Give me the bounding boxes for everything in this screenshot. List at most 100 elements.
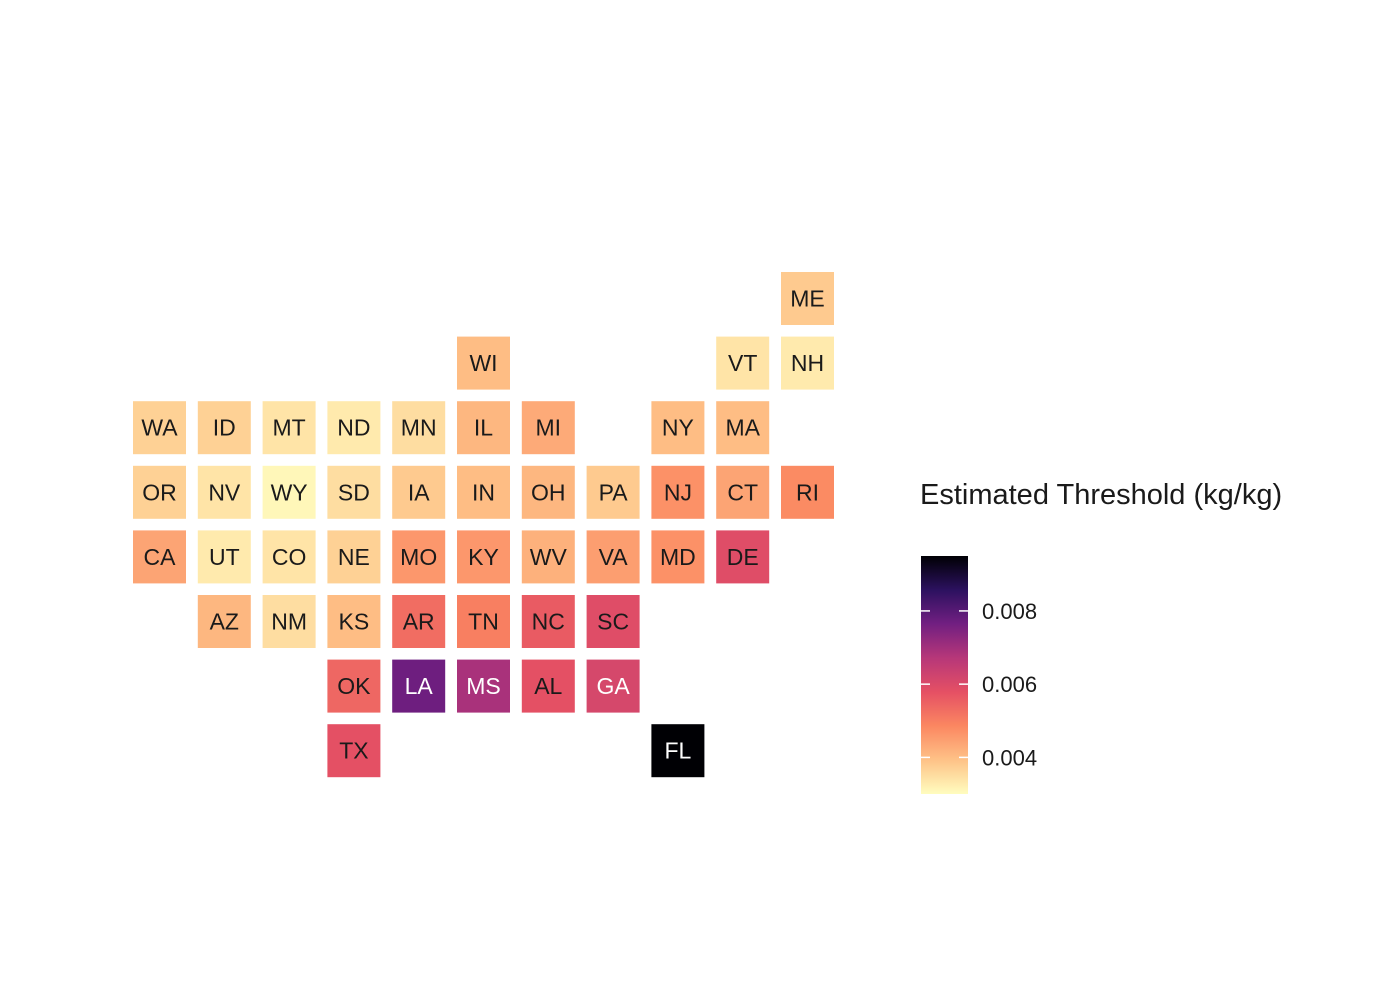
state-tile-fill <box>586 659 640 713</box>
state-tile-fill <box>716 530 770 584</box>
state-tile-ks: KS <box>327 595 381 648</box>
state-tile-fill <box>327 595 381 648</box>
state-tile-label: ID <box>213 415 236 441</box>
state-tile-fill <box>327 401 381 455</box>
state-tile-fill <box>262 401 316 455</box>
state-tile-fill <box>197 530 251 584</box>
state-tile-label: UT <box>209 544 240 570</box>
state-tile-ut: UT <box>197 530 251 584</box>
legend-ticks: 0.004 0.006 0.008 <box>921 599 1037 770</box>
state-tile-il: IL <box>457 401 510 455</box>
state-tile-fill <box>327 465 381 519</box>
state-tile-wa: WA <box>133 401 186 455</box>
state-tile-label: MT <box>272 415 305 441</box>
state-tile-fill <box>457 336 510 390</box>
state-tile-label: CA <box>144 544 177 570</box>
state-tile-fill <box>716 465 770 519</box>
state-tile-label: FL <box>664 738 691 764</box>
state-tile-label: CO <box>272 544 307 570</box>
state-tile-vt: VT <box>716 336 770 390</box>
state-tile-label: RI <box>796 479 819 505</box>
state-tile-label: KY <box>468 544 499 570</box>
state-tile-fill <box>521 659 575 713</box>
state-tile-ca: CA <box>133 530 186 584</box>
state-tile-label: NY <box>662 415 694 441</box>
state-tile-fill <box>521 530 575 584</box>
state-tile-mn: MN <box>392 401 446 455</box>
state-tile-fill <box>392 595 446 648</box>
state-tile-label: DE <box>727 544 759 570</box>
state-tile-fill <box>197 465 251 519</box>
state-tile-sc: SC <box>586 595 640 648</box>
state-tile-tn: TN <box>457 595 510 648</box>
state-tile-ms: MS <box>457 659 510 713</box>
state-tile-fill <box>651 465 705 519</box>
state-tile-label: OR <box>142 479 177 505</box>
state-tile-label: AZ <box>210 609 239 635</box>
state-tile-fill <box>586 595 640 648</box>
state-tile-fill <box>392 659 446 713</box>
state-tile-id: ID <box>197 401 251 455</box>
state-tile-fill <box>133 530 186 584</box>
state-tile-fill <box>262 465 316 519</box>
state-tile-label: SD <box>338 479 370 505</box>
state-tile-la: LA <box>392 659 446 713</box>
state-tile-ok: OK <box>327 659 381 713</box>
legend-title: Estimated Threshold (kg/kg) <box>920 479 1282 511</box>
state-tile-nm: NM <box>262 595 316 648</box>
state-tile-fill <box>133 465 186 519</box>
state-tile-label: GA <box>596 673 630 699</box>
state-tile-label: TX <box>339 738 368 764</box>
state-tile-fill <box>133 401 186 455</box>
state-tile-label: MI <box>536 415 562 441</box>
state-tile-fill <box>197 595 251 648</box>
state-tile-ga: GA <box>586 659 640 713</box>
state-tile-wv: WV <box>521 530 575 584</box>
state-tile-label: ME <box>790 286 825 312</box>
state-tile-co: CO <box>262 530 316 584</box>
state-tile-ia: IA <box>392 465 446 519</box>
state-tile-fill <box>327 659 381 713</box>
state-tile-nd: ND <box>327 401 381 455</box>
state-tile-label: MO <box>400 544 437 570</box>
legend-tick: 0.006 <box>921 672 1037 697</box>
state-tile-nc: NC <box>521 595 575 648</box>
state-tile-ar: AR <box>392 595 446 648</box>
state-tile-nh: NH <box>781 336 834 390</box>
state-tile-fill <box>651 724 705 778</box>
state-tile-fill <box>327 530 381 584</box>
state-tile-pa: PA <box>586 465 640 519</box>
state-tile-label: WY <box>271 479 308 505</box>
state-tile-fill <box>781 272 834 325</box>
state-tile-fill <box>716 336 770 390</box>
state-tile-label: IL <box>474 415 493 441</box>
state-tile-label: TN <box>468 609 499 635</box>
state-tile-fill <box>651 401 705 455</box>
state-tile-label: IA <box>408 479 430 505</box>
state-tile-fill <box>392 401 446 455</box>
state-tiles: ME WI VT NH WA ID MT ND MN IL MI NY MA OR NV WY SD IA IN OH… <box>133 272 834 778</box>
state-tile-fill <box>392 465 446 519</box>
state-tile-fill <box>521 465 575 519</box>
state-tile-label: LA <box>405 673 434 699</box>
state-tile-label: KS <box>339 609 370 635</box>
legend-tick-label: 0.008 <box>982 599 1037 624</box>
state-tile-label: MS <box>466 673 501 699</box>
state-tile-ny: NY <box>651 401 705 455</box>
state-tile-label: CT <box>727 479 758 505</box>
state-tile-fill <box>457 530 510 584</box>
state-tile-de: DE <box>716 530 770 584</box>
legend-colorbar <box>921 556 968 794</box>
state-tile-mt: MT <box>262 401 316 455</box>
state-tile-label: VA <box>599 544 629 570</box>
state-tile-label: WA <box>141 415 178 441</box>
state-tile-label: NE <box>338 544 370 570</box>
state-tile-label: AR <box>403 609 435 635</box>
legend-tick-label: 0.004 <box>982 745 1037 770</box>
legend-tick-label: 0.006 <box>982 672 1037 697</box>
state-tile-fill <box>586 530 640 584</box>
state-tile-fill <box>262 595 316 648</box>
state-tile-label: WV <box>530 544 568 570</box>
state-tile-label: ND <box>337 415 370 441</box>
